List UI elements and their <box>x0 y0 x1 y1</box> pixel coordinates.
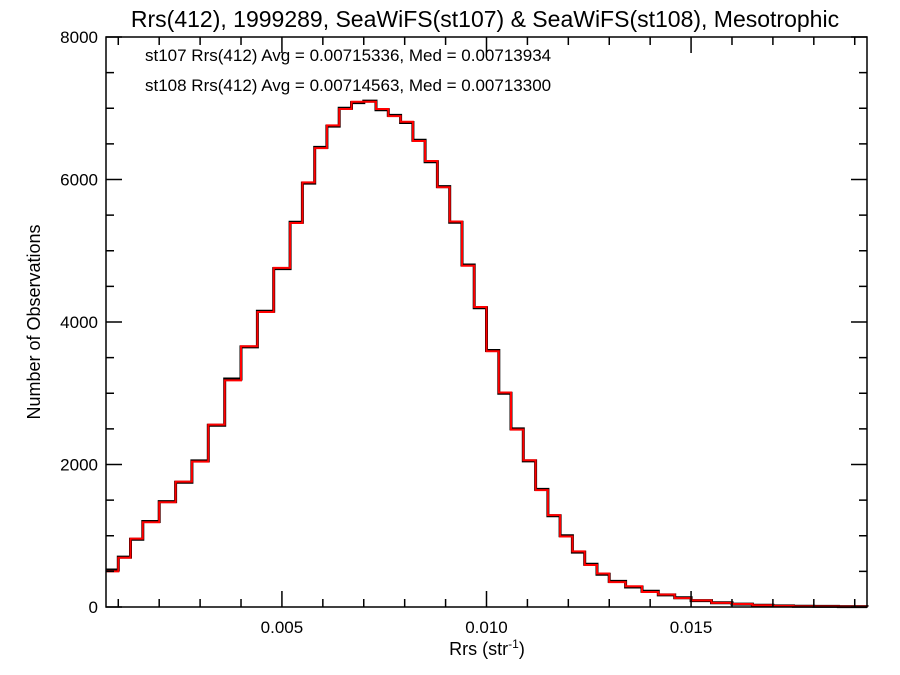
x-tick-label: 0.015 <box>670 618 713 637</box>
y-tick-label: 8000 <box>60 28 98 47</box>
x-axis-label-superscript: -1 <box>508 637 519 651</box>
y-tick-label: 6000 <box>60 171 98 190</box>
ticks-layer: 0 2000 4000 6000 8000 0.005 0.010 0.015 <box>60 28 867 637</box>
series-layer <box>106 99 869 609</box>
x-axis-label-close: ) <box>519 639 525 659</box>
x-tick-label: 0.005 <box>261 618 304 637</box>
chart-title: Rrs(412), 1999289, SeaWiFS(st107) & SeaW… <box>131 6 839 32</box>
y-axis-label: Number of Observations <box>24 224 44 419</box>
annotation-st108-stats: st108 Rrs(412) Avg = 0.00714563, Med = 0… <box>145 76 551 95</box>
x-axis-label-main: Rrs (str <box>449 639 508 659</box>
y-tick-label: 4000 <box>60 313 98 332</box>
annotation-st107-stats: st107 Rrs(412) Avg = 0.00715336, Med = 0… <box>145 46 551 65</box>
series-line-st107 <box>106 99 869 609</box>
x-axis-label: Rrs (str-1) <box>449 637 525 659</box>
x-tick-label: 0.010 <box>465 618 508 637</box>
series-line-st108 <box>106 100 868 608</box>
y-tick-label: 2000 <box>60 456 98 475</box>
y-tick-label: 0 <box>89 598 98 617</box>
